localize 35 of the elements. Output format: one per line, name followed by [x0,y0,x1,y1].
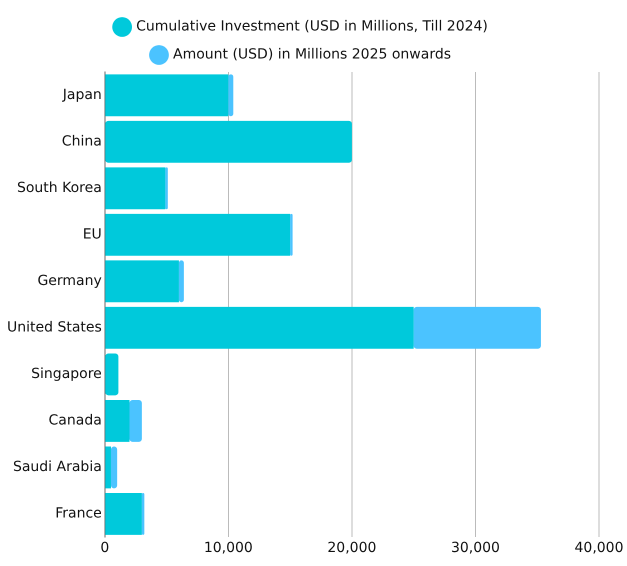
y-tick-label: South Korea [16,180,102,196]
y-tick-label: Japan [62,86,102,103]
x-tick-label: 10,000 [204,540,253,556]
bar [105,400,130,442]
bar [290,214,293,256]
bar [105,260,179,302]
y-tick-label: Saudi Arabia [12,459,102,476]
bar [130,400,142,442]
y-tick-label: United States [6,320,102,336]
bar [105,493,142,535]
bar [165,167,168,210]
x-tick-label: 20,000 [327,540,376,556]
bar [105,74,228,116]
legend-label: Cumulative Investment (USD in Millions, Till 2024) [136,18,488,35]
y-tick-label: France [55,506,102,522]
bar [105,353,118,396]
y-tick-label: China [62,133,102,150]
y-tick-label: EU [82,226,102,242]
bar [110,446,118,488]
bar [105,214,290,256]
x-tick-label: 0 [100,540,110,556]
x-tick-label: 30,000 [450,540,500,556]
legend-label: Amount (USD) in Millions 2025 onwards [172,46,452,63]
y-tick-label: Canada [48,412,102,429]
bar [105,120,352,163]
x-tick-label: 40,000 [574,540,624,556]
y-tick-label: Singapore [31,366,102,382]
bar [178,260,184,302]
bar [105,167,166,210]
bar [142,493,144,535]
bar [105,446,111,488]
bar [228,74,234,116]
bar [414,306,541,349]
bar [105,306,414,349]
y-tick-label: Germany [37,272,102,289]
